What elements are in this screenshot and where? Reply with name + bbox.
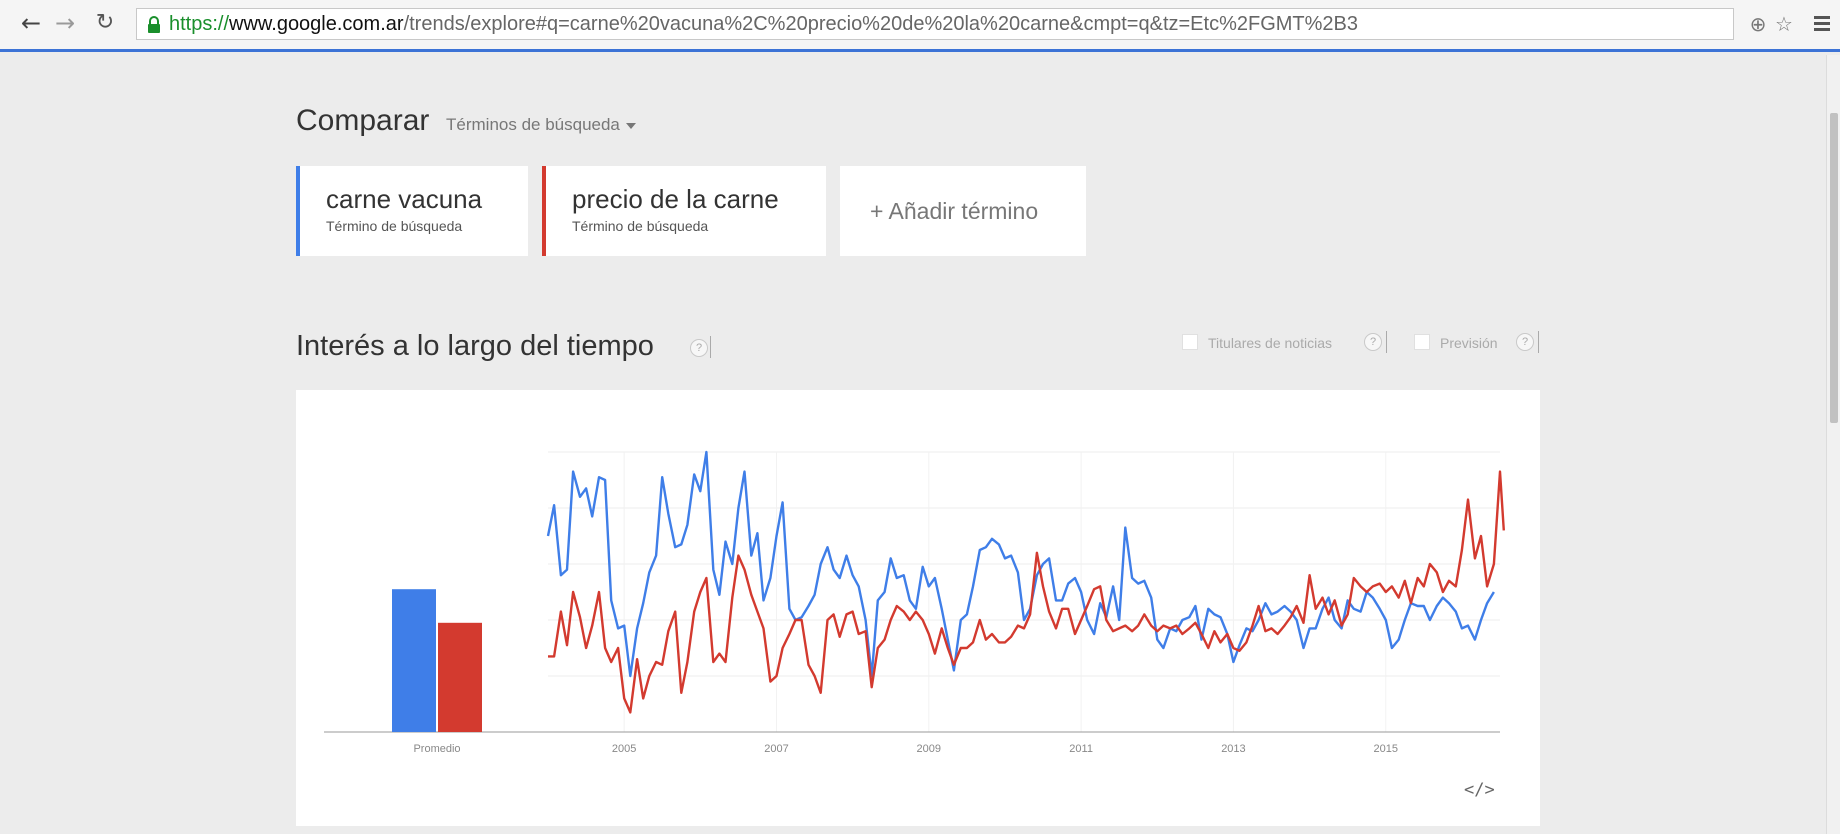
divider <box>1386 331 1387 353</box>
compare-type-dropdown[interactable]: Términos de búsqueda <box>446 115 636 135</box>
x-tick-label: 2013 <box>1221 743 1245 755</box>
x-tick-label: 2009 <box>917 743 941 755</box>
forecast-checkbox[interactable] <box>1414 334 1430 350</box>
back-arrow-icon[interactable]: ← <box>20 9 42 37</box>
term-type: Término de búsqueda <box>326 218 463 234</box>
reload-icon[interactable]: ↻ <box>95 10 115 35</box>
x-tick-label: 2005 <box>612 743 636 755</box>
series-line-1 <box>546 450 1495 678</box>
interest-title: Interés a lo largo del tiempo <box>296 330 654 362</box>
average-bar-label: Promedio <box>413 743 460 755</box>
add-term-label: + Añadir término <box>870 198 1039 224</box>
term-type: Término de búsqueda <box>572 218 709 234</box>
forecast-help-icon[interactable]: ? <box>1516 333 1534 351</box>
series-line-2 <box>548 470 1505 714</box>
x-tick-label: 2011 <box>1069 743 1093 755</box>
forecast-label: Previsión <box>1440 335 1498 351</box>
interest-chart-panel: Promedio 2005 2007 2009 2011 2013 2015 <box>296 390 1540 826</box>
term-name: carne vacuna <box>326 184 483 214</box>
help-icon[interactable]: ? <box>690 339 708 357</box>
news-headlines-checkbox[interactable] <box>1182 334 1198 350</box>
term-name: precio de la carne <box>572 184 779 214</box>
compare-title: Comparar <box>296 104 430 137</box>
url-text[interactable]: https://www.google.com.ar/trends/explore… <box>169 13 1358 35</box>
browser-toolbar: ← → ↻ https://www.google.com.ar/trends/e… <box>0 0 1840 52</box>
x-tick-label: 2015 <box>1374 743 1398 755</box>
term-card-precio-de-la-carne[interactable]: precio de la carne Término de búsqueda <box>542 166 826 256</box>
forward-arrow-icon[interactable]: → <box>54 9 76 37</box>
menu-icon[interactable] <box>1812 14 1832 34</box>
add-term-button[interactable]: + Añadir término <box>840 166 1086 256</box>
compare-type-label: Términos de búsqueda <box>446 115 620 134</box>
zoom-icon[interactable]: ⊕ <box>1749 12 1767 36</box>
x-tick-label: 2007 <box>764 743 788 755</box>
page-scrollbar[interactable] <box>1826 55 1840 834</box>
star-icon[interactable]: ☆ <box>1775 12 1793 36</box>
address-bar[interactable]: https://www.google.com.ar/trends/explore… <box>136 8 1734 40</box>
average-bar <box>438 622 482 732</box>
news-headlines-label: Titulares de noticias <box>1208 335 1332 351</box>
lock-icon <box>148 16 160 33</box>
divider <box>710 336 711 358</box>
average-bar <box>392 589 436 732</box>
term-card-carne-vacuna[interactable]: carne vacuna Término de búsqueda <box>296 166 528 256</box>
divider <box>1538 331 1539 353</box>
interest-chart: Promedio 2005 2007 2009 2011 2013 2015 <box>324 450 1505 755</box>
news-help-icon[interactable]: ? <box>1364 333 1382 351</box>
scrollbar-thumb[interactable] <box>1830 113 1838 423</box>
chevron-down-icon <box>625 122 636 129</box>
embed-code-icon[interactable]: </> <box>1464 780 1495 800</box>
